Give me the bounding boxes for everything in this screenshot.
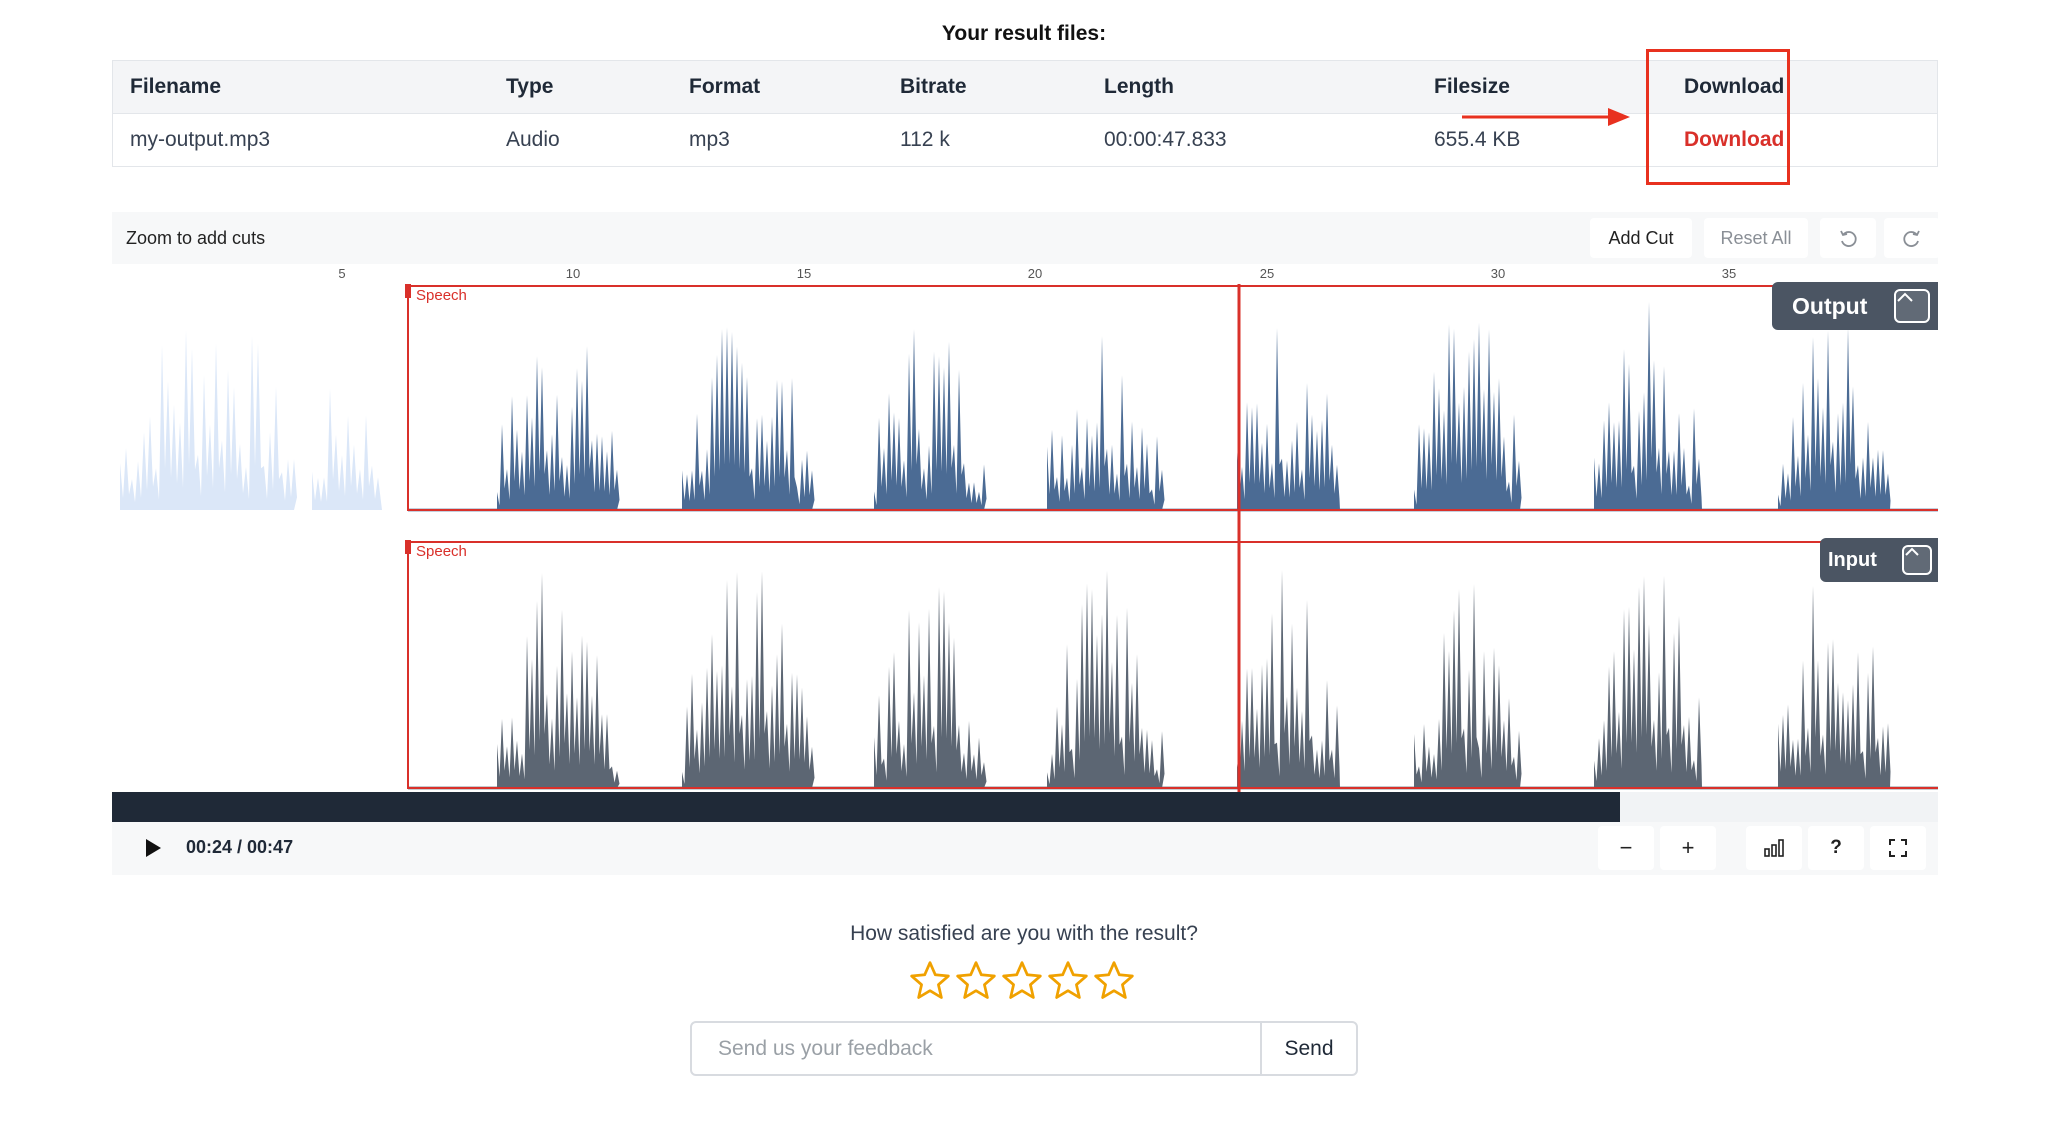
speech-region-label: Speech: [416, 287, 467, 304]
waveform-preview: [120, 330, 297, 510]
feedback-input[interactable]: [692, 1023, 1260, 1074]
download-link[interactable]: Download: [1684, 128, 1785, 151]
table-header: Filename Type Format Bitrate Length File…: [113, 61, 1937, 114]
column-header-filename: Filename: [130, 75, 222, 98]
zoom-out-button[interactable]: −: [1598, 826, 1654, 870]
reset-all-button[interactable]: Reset All: [1704, 218, 1808, 258]
output-waveform-segment: [1237, 328, 1340, 510]
star-rating[interactable]: [908, 958, 1136, 1006]
speech-region-input: [407, 541, 1938, 789]
ruler-tick-label: 15: [797, 266, 811, 281]
collapse-output-button[interactable]: [1894, 289, 1930, 323]
send-button[interactable]: Send: [1260, 1023, 1356, 1074]
waveform-preview: [312, 388, 382, 510]
input-waveform-segment: [682, 571, 815, 788]
time-display: 00:24 / 00:47: [186, 837, 294, 857]
annotation-arrow-icon: [1462, 108, 1630, 126]
star-icon[interactable]: [1000, 958, 1044, 1004]
input-waveform-segment: [1047, 570, 1165, 788]
collapse-input-button[interactable]: [1902, 545, 1932, 575]
input-waveform-segment: [497, 573, 620, 788]
cell-type: Audio: [506, 128, 560, 151]
output-track-label: Output: [1792, 292, 1868, 319]
chevron-up-icon: [1897, 292, 1913, 302]
cell-filesize: 655.4 KB: [1434, 128, 1521, 151]
cell-length: 00:00:47.833: [1104, 128, 1227, 151]
input-waveform-segment: [1414, 584, 1522, 788]
playback-bar: 00:24 / 00:47 − + ?: [112, 822, 1938, 875]
output-waveform-segment: [1594, 301, 1702, 510]
ruler-tick-label: 35: [1722, 266, 1736, 281]
speech-region-output: [407, 285, 1938, 511]
column-header-download: Download: [1684, 75, 1785, 98]
output-waveform-segment: [497, 346, 620, 510]
chevron-up-icon: [1905, 547, 1919, 556]
waveform-canvas[interactable]: 5 10 15 20 25 30 35 Speech Speech: [112, 264, 1938, 792]
undo-icon: [1840, 230, 1857, 247]
ruler-tick-label: 20: [1028, 266, 1042, 281]
feedback-form: Send: [690, 1021, 1358, 1076]
star-icon[interactable]: [1092, 958, 1136, 1004]
bar-chart-icon: [1764, 839, 1784, 857]
zoom-in-button[interactable]: +: [1660, 826, 1716, 870]
table-row: my-output.mp3 Audio mp3 112 k 00:00:47.8…: [113, 114, 1937, 166]
region-handle: [405, 540, 411, 554]
output-waveform-segment: [1047, 336, 1165, 510]
results-table: Filename Type Format Bitrate Length File…: [112, 60, 1938, 167]
column-header-filesize: Filesize: [1434, 75, 1510, 98]
cell-filename: my-output.mp3: [130, 128, 271, 151]
help-button[interactable]: ?: [1808, 826, 1864, 870]
input-track-badge: Input: [1820, 538, 1938, 582]
satisfaction-question: How satisfied are you with the result?: [850, 922, 1198, 945]
annotation-highlight-box: [1646, 49, 1790, 185]
ruler-tick-label: 30: [1491, 266, 1505, 281]
output-track-badge: Output: [1772, 282, 1938, 330]
input-track-label: Input: [1828, 548, 1877, 571]
input-waveform-segment: [874, 586, 987, 788]
column-header-type: Type: [506, 75, 554, 98]
input-waveform-segment: [1237, 570, 1340, 788]
star-icon[interactable]: [908, 958, 952, 1004]
results-title: Your result files:: [941, 22, 1107, 45]
fullscreen-button[interactable]: [1870, 826, 1926, 870]
column-header-format: Format: [689, 75, 761, 98]
redo-button[interactable]: [1884, 218, 1940, 258]
undo-button[interactable]: [1820, 218, 1876, 258]
play-button[interactable]: [138, 833, 168, 863]
output-waveform-segment: [1414, 322, 1522, 510]
ruler-tick-label: 25: [1260, 266, 1274, 281]
waveform-view-button[interactable]: [1746, 826, 1802, 870]
star-icon[interactable]: [1046, 958, 1090, 1004]
cell-format: mp3: [689, 128, 730, 151]
region-handle: [405, 284, 411, 298]
input-waveform-segment: [1594, 575, 1702, 788]
fullscreen-icon: [1889, 839, 1907, 857]
input-waveform-segment: [1778, 585, 1891, 788]
play-icon: [146, 839, 161, 857]
output-waveform-segment: [1778, 327, 1891, 510]
editor-toolbar: Zoom to add cuts Add Cut Reset All: [112, 212, 1940, 264]
column-header-bitrate: Bitrate: [900, 75, 967, 98]
ruler-tick-label: 10: [566, 266, 580, 281]
audio-editor: Zoom to add cuts Add Cut Reset All 5 10 15…: [112, 212, 1940, 875]
zoom-hint: Zoom to add cuts: [126, 228, 266, 248]
output-waveform-segment: [682, 327, 815, 510]
timeline-ruler: [112, 264, 1938, 282]
waveform-area[interactable]: 5 10 15 20 25 30 35 Speech Speech Output Input: [112, 264, 1938, 792]
output-waveform-segment: [874, 329, 987, 510]
star-icon[interactable]: [954, 958, 998, 1004]
speech-region-label: Speech: [416, 543, 467, 560]
column-header-length: Length: [1104, 75, 1174, 98]
ruler-tick-label: 5: [338, 266, 345, 281]
add-cut-button[interactable]: Add Cut: [1590, 218, 1692, 258]
redo-icon: [1903, 230, 1920, 247]
progress-fill: [112, 792, 1621, 822]
playback-progress[interactable]: [112, 792, 1938, 822]
cell-bitrate: 112 k: [900, 128, 950, 151]
